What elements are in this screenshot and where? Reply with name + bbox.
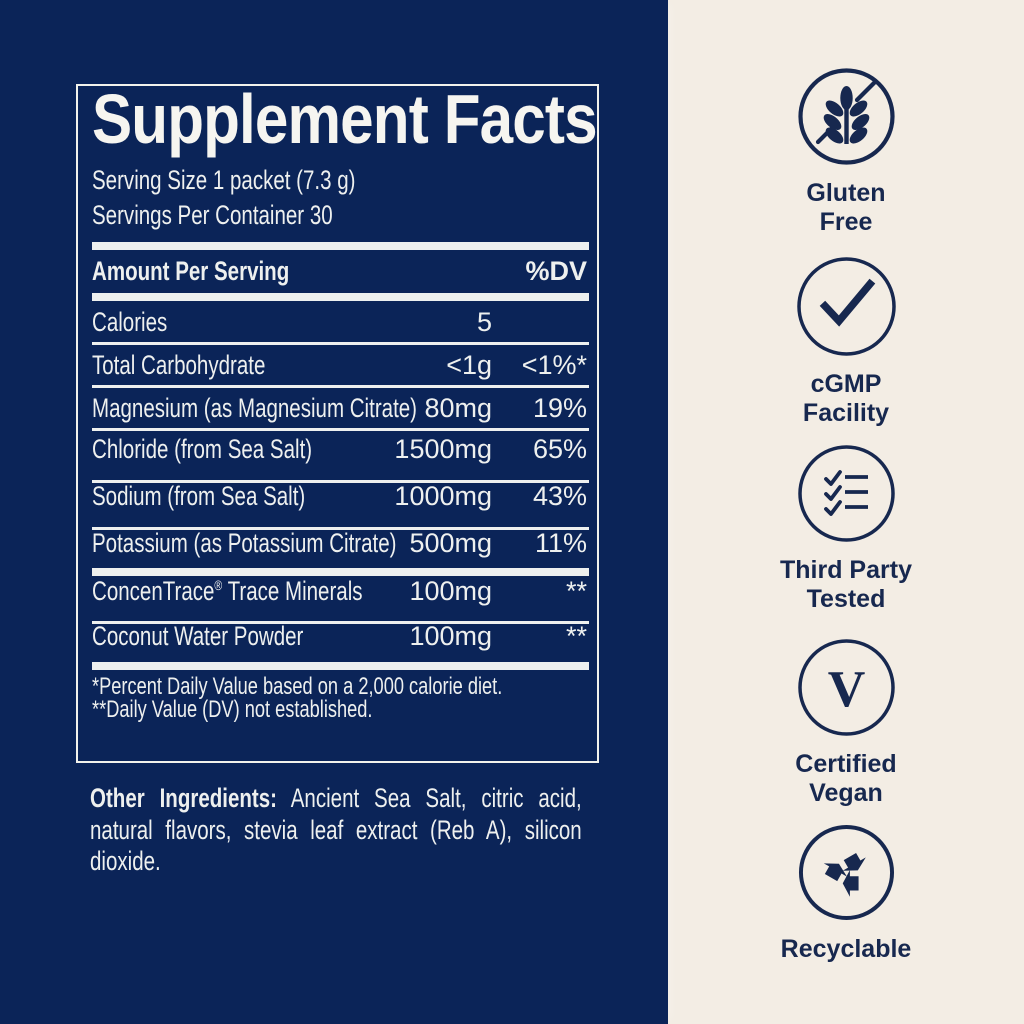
svg-text:V: V <box>827 661 865 718</box>
